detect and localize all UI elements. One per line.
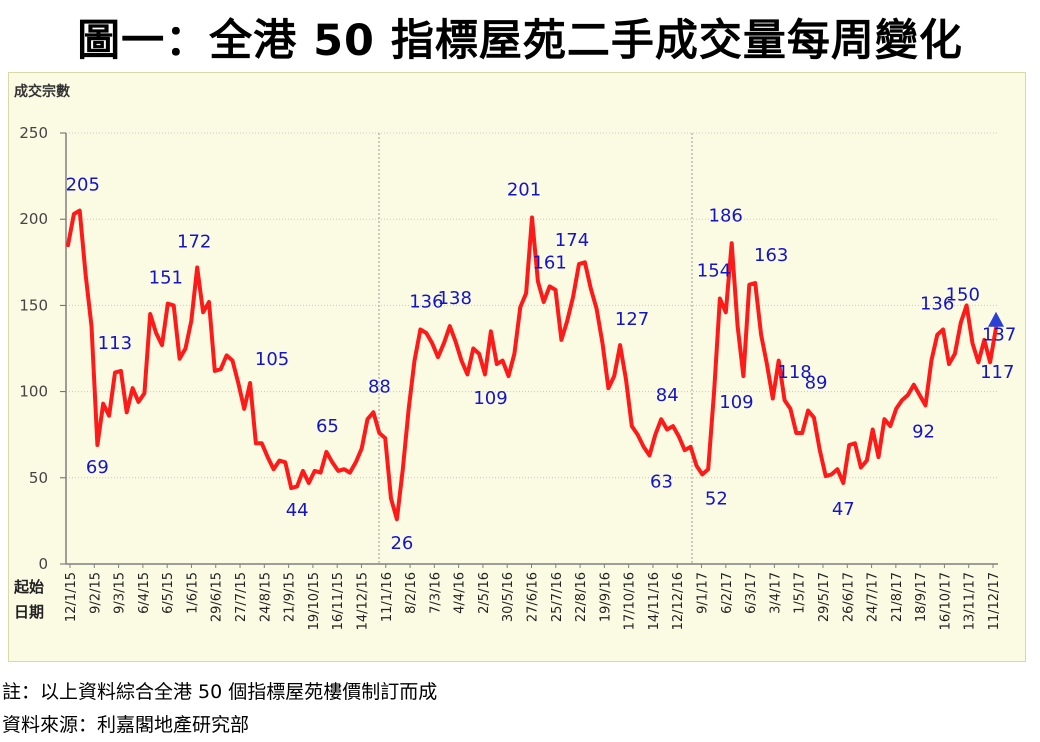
x-axis-label: 日期: [14, 603, 44, 621]
data-label: 161: [532, 252, 566, 273]
x-tick-label: 29/5/17: [817, 572, 832, 622]
data-label: 163: [754, 245, 788, 266]
chart-title: 圖一：全港 50 指標屋苑二手成交量每周變化: [77, 16, 963, 66]
x-tick-label: 14/11/16: [647, 572, 662, 630]
data-label: 186: [709, 205, 743, 226]
y-tick-label: 250: [19, 124, 48, 142]
y-axis-label: 成交宗數: [14, 83, 70, 100]
x-tick-label: 11/1/16: [380, 572, 395, 622]
x-tick-label: 14/12/15: [355, 572, 370, 630]
x-tick-label: 9/2/15: [88, 572, 103, 614]
x-tick-label: 3/4/17: [768, 572, 783, 614]
data-label: 151: [149, 268, 183, 289]
footnote-source: 資料來源：利嘉閣地產研究部: [2, 714, 250, 736]
data-label: 109: [473, 388, 507, 409]
data-label: 44: [286, 500, 309, 521]
x-tick-label: 21/8/17: [890, 572, 905, 622]
data-label: 84: [656, 385, 679, 406]
chart-frame: [8, 72, 1026, 662]
x-tick-label: 27/6/16: [526, 572, 541, 622]
x-tick-label: 11/12/17: [987, 572, 1002, 630]
x-tick-label: 6/4/15: [137, 572, 152, 614]
x-tick-label: 12/12/16: [671, 572, 686, 630]
x-tick-label: 6/3/17: [744, 572, 759, 614]
x-tick-label: 6/2/17: [720, 572, 735, 614]
data-label: 63: [650, 471, 673, 492]
x-tick-label: 4/4/16: [453, 572, 468, 614]
footnotes: 註：以上資料綜合全港 50 個指標屋苑樓價制訂而成 資料來源：利嘉閣地產研究部: [2, 676, 437, 742]
x-tick-label: 19/10/15: [307, 572, 322, 630]
x-tick-label: 6/5/15: [161, 572, 176, 614]
x-tick-label: 24/7/17: [866, 572, 881, 622]
y-tick-label: 200: [19, 210, 48, 228]
y-tick-label: 100: [19, 383, 48, 401]
x-tick-label: 29/6/15: [210, 572, 225, 622]
x-tick-label: 8/2/16: [404, 572, 419, 614]
x-tick-label: 27/7/15: [234, 572, 249, 622]
x-tick-label: 2/5/16: [477, 572, 492, 614]
data-label: 65: [316, 416, 339, 437]
data-label: 88: [368, 376, 391, 397]
data-label: 69: [86, 457, 109, 478]
data-label: 154: [697, 261, 731, 282]
data-label: 137: [982, 324, 1016, 345]
data-label: 89: [805, 373, 828, 394]
data-label: 201: [507, 179, 541, 200]
x-tick-label: 1/6/15: [185, 572, 200, 614]
data-label: 136: [920, 294, 954, 315]
x-axis-label: 起始: [13, 578, 44, 596]
x-tick-label: 9/3/15: [113, 572, 128, 614]
x-tick-label: 7/3/16: [428, 572, 443, 614]
series-line: [66, 208, 998, 522]
data-label: 205: [66, 175, 100, 196]
x-tick-label: 1/5/17: [793, 572, 808, 614]
x-tick-label: 30/5/16: [501, 572, 516, 622]
data-label: 26: [390, 533, 413, 554]
x-tick-label: 26/6/17: [841, 572, 856, 622]
data-label: 109: [719, 392, 753, 413]
x-tick-label: 12/1/15: [64, 572, 79, 622]
x-tick-label: 21/9/15: [283, 572, 298, 622]
data-label: 113: [98, 333, 132, 354]
data-label: 172: [177, 231, 211, 252]
latest-marker: [988, 311, 1004, 327]
x-tick-label: 16/11/15: [331, 572, 346, 630]
x-tick-label: 22/8/16: [574, 572, 589, 622]
data-label: 105: [255, 349, 289, 370]
y-tick-label: 0: [38, 555, 48, 573]
x-tick-label: 19/9/16: [598, 572, 613, 622]
data-label: 117: [980, 362, 1014, 383]
x-tick-label: 13/11/17: [963, 572, 978, 630]
data-label: 174: [555, 230, 589, 251]
y-tick-label: 150: [19, 296, 48, 314]
x-tick-label: 18/9/17: [914, 572, 929, 622]
x-tick-label: 17/10/16: [623, 572, 638, 630]
data-label: 92: [912, 421, 935, 442]
data-label: 118: [777, 362, 811, 383]
chart-background: [9, 73, 1025, 661]
x-tick-label: 16/10/17: [938, 572, 953, 630]
x-tick-label: 9/1/17: [696, 572, 711, 614]
footnote-note: 註：以上資料綜合全港 50 個指標屋苑樓價制訂而成: [2, 681, 438, 703]
y-tick-label: 50: [29, 469, 48, 487]
data-label: 127: [615, 309, 649, 330]
data-label: 47: [832, 499, 855, 520]
data-label: 150: [946, 285, 980, 306]
data-label: 52: [705, 488, 728, 509]
data-label: 138: [438, 288, 472, 309]
x-tick-label: 24/8/15: [258, 572, 273, 622]
x-tick-label: 25/7/16: [550, 572, 565, 622]
data-label: 136: [409, 292, 443, 313]
